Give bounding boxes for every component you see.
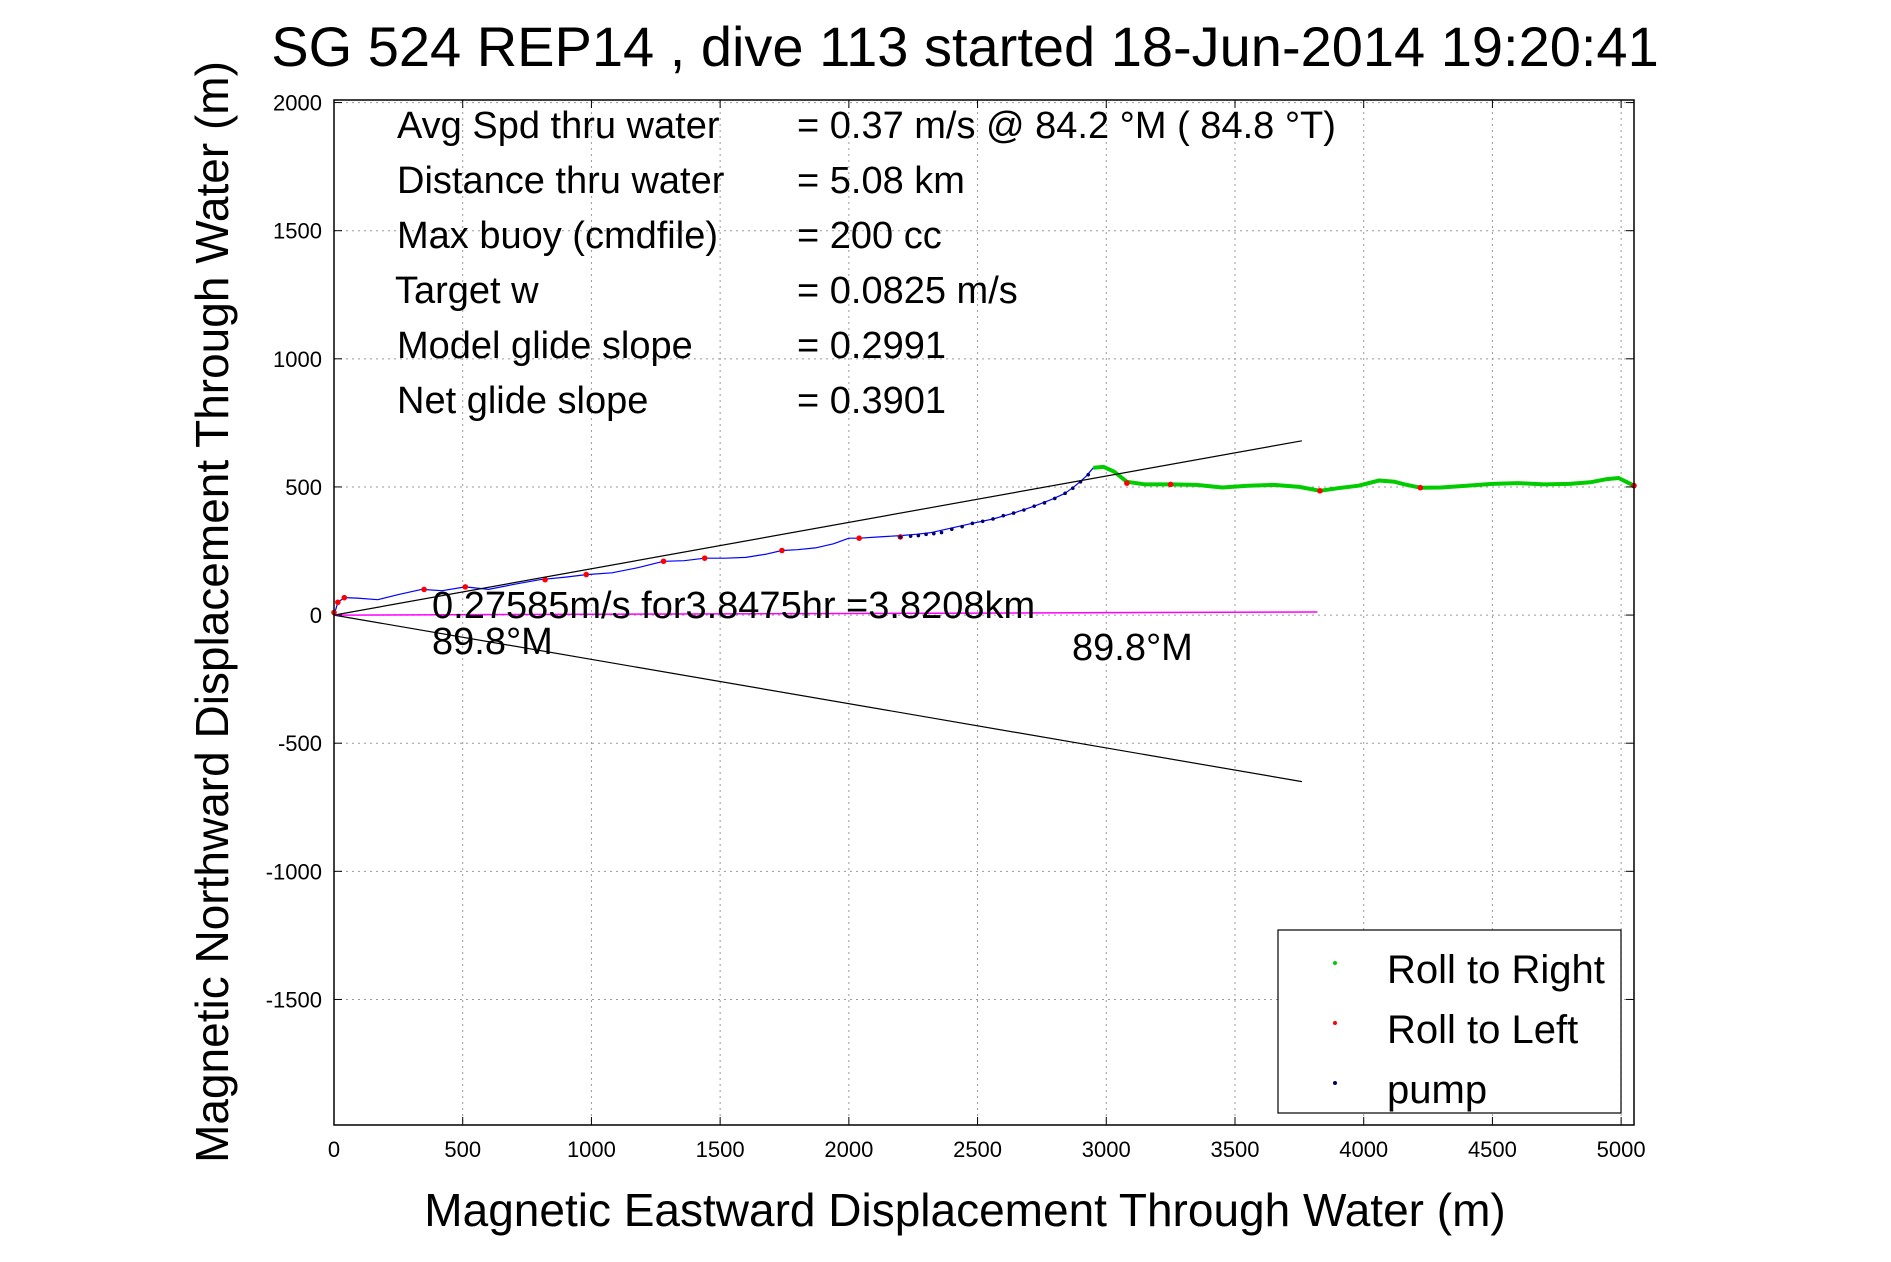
x-tick-label: 4000 — [1339, 1137, 1388, 1162]
x-tick-label: 3500 — [1211, 1137, 1260, 1162]
point-roll-to-left — [856, 535, 862, 541]
series-pump — [898, 472, 1091, 539]
current-end-label: 89.8°M — [1072, 627, 1193, 669]
current-annotation-line2: 89.8°M — [432, 621, 553, 663]
point-roll-to-left — [583, 571, 590, 578]
point-pump — [1001, 513, 1006, 518]
legend-label-roll-left: Roll to Left — [1387, 1008, 1578, 1052]
series-line-glide-slope-upper — [333, 440, 1303, 616]
point-pump — [950, 527, 954, 532]
point-roll-to-left — [335, 599, 341, 606]
current-annotation-line1: 0.27585m/s for3.8475hr =3.8208km — [432, 585, 1035, 627]
point-roll-to-left — [1167, 481, 1174, 488]
point-pump — [1011, 511, 1016, 515]
stat-label-target-w: Target w — [395, 270, 539, 312]
y-tick-label: 1500 — [273, 219, 322, 244]
stat-label-avg-speed: Avg Spd thru water — [397, 105, 720, 147]
legend-marker-roll-left — [1333, 1021, 1337, 1025]
y-tick-label: -1500 — [266, 987, 322, 1012]
point-pump — [1042, 501, 1047, 505]
legend-label-roll-right: Roll to Right — [1387, 948, 1605, 992]
stat-value-target-w: = 0.0825 m/s — [797, 270, 1018, 312]
series-line-track — [333, 467, 1094, 616]
stat-value-avg-speed: = 0.37 m/s @ 84.2 °M ( 84.8 °T) — [797, 105, 1336, 147]
point-roll-to-left — [660, 558, 667, 565]
point-roll-to-left — [542, 576, 548, 583]
point-pump — [1086, 472, 1091, 477]
point-roll-to-left — [421, 586, 427, 593]
point-pump — [970, 521, 975, 526]
series-line-current — [333, 611, 1318, 616]
x-tick-label: 2000 — [824, 1137, 873, 1162]
y-tick-label: 500 — [285, 475, 322, 500]
y-tick-label: 0 — [310, 603, 322, 628]
point-pump — [924, 532, 928, 537]
point-roll-to-left — [779, 547, 785, 554]
x-tick-label: 2500 — [953, 1137, 1002, 1162]
legend-label-pump: pump — [1387, 1068, 1487, 1112]
chart-title: SG 524 REP14 , dive 113 started 18-Jun-2… — [271, 15, 1658, 78]
point-pump — [916, 533, 921, 538]
plot-series — [331, 440, 1637, 783]
y-tick-label: -1000 — [266, 859, 322, 884]
stat-value-max-buoy: = 200 cc — [797, 215, 942, 257]
point-roll-to-left — [341, 594, 348, 601]
x-tick-label: 1500 — [696, 1137, 745, 1162]
point-pump — [991, 517, 995, 521]
stat-value-distance: = 5.08 km — [797, 160, 965, 202]
legend-marker-roll-right — [1333, 961, 1337, 965]
point-pump — [1063, 491, 1067, 496]
stats-panel: Avg Spd thru water = 0.37 m/s @ 84.2 °M … — [395, 105, 1336, 422]
stat-label-net-glide: Net glide slope — [397, 380, 648, 422]
y-tick-label: -500 — [278, 731, 322, 756]
point-roll-to-left — [1124, 480, 1130, 486]
point-roll-to-left — [1417, 484, 1424, 491]
point-pump — [908, 534, 913, 538]
series-line-glide-slope-lower — [333, 614, 1303, 783]
point-pump — [898, 535, 903, 539]
stat-label-distance: Distance thru water — [397, 160, 725, 202]
point-pump — [1022, 508, 1026, 512]
series-glide-slope-upper — [333, 440, 1303, 616]
stat-value-net-glide: = 0.3901 — [797, 380, 946, 422]
point-pump — [980, 519, 985, 524]
x-tick-label: 3000 — [1082, 1137, 1131, 1162]
x-tick-label: 1000 — [567, 1137, 616, 1162]
point-pump — [1071, 486, 1075, 491]
x-tick-label: 0 — [328, 1137, 340, 1162]
point-roll-to-left — [1317, 487, 1323, 494]
y-tick-label: 1000 — [273, 347, 322, 372]
series-roll-to-right — [1093, 464, 1635, 493]
point-pump — [932, 531, 936, 536]
legend: Roll to Right Roll to Left pump — [1277, 929, 1622, 1114]
point-pump — [1052, 496, 1057, 501]
point-roll-to-left — [701, 555, 708, 561]
stat-label-model-glide: Model glide slope — [397, 325, 693, 367]
plot-frame — [333, 99, 1635, 1126]
point-pump — [960, 524, 964, 529]
point-pump — [939, 530, 944, 535]
x-tick-label: 500 — [444, 1137, 481, 1162]
point-pump — [1032, 504, 1036, 508]
series-glide-slope-lower — [333, 614, 1303, 783]
series-current — [333, 611, 1318, 616]
series-track — [333, 467, 1094, 616]
series-line-roll-to-right — [1093, 464, 1635, 493]
stat-value-model-glide: = 0.2991 — [797, 325, 946, 367]
x-tick-label: 4500 — [1468, 1137, 1517, 1162]
x-tick-label: 5000 — [1597, 1137, 1646, 1162]
axis-ticks: 0 500 1000 1500 2000 2500 3000 3500 4000 4500 5000… — [266, 91, 1646, 1162]
stat-label-max-buoy: Max buoy (cmdfile) — [397, 215, 718, 257]
y-tick-label: 2000 — [273, 91, 322, 116]
y-axis-title: Magnetic Northward Displacement Through … — [186, 61, 238, 1163]
x-axis-title: Magnetic Eastward Displacement Through W… — [424, 1184, 1505, 1236]
legend-marker-pump — [1333, 1081, 1337, 1085]
point-roll-to-left — [462, 584, 469, 590]
